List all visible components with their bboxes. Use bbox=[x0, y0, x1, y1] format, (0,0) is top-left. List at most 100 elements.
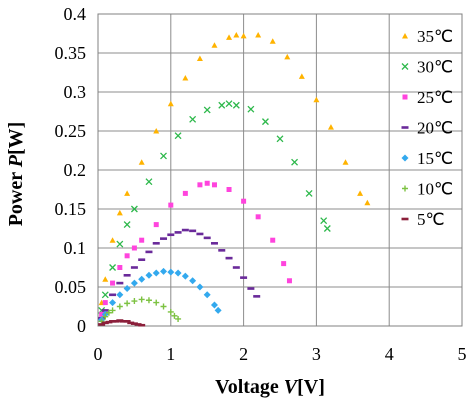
y-axis-title: Power P[W] bbox=[5, 122, 27, 227]
data-point bbox=[240, 32, 247, 39]
data-point bbox=[255, 32, 262, 38]
data-point bbox=[116, 240, 124, 248]
x-tick-label: 5 bbox=[458, 344, 467, 364]
y-tick-label: 0.15 bbox=[55, 199, 87, 219]
data-point bbox=[102, 300, 108, 306]
data-point bbox=[174, 269, 182, 277]
data-point bbox=[204, 180, 210, 186]
data-point bbox=[145, 297, 152, 304]
data-point bbox=[123, 274, 131, 277]
data-point bbox=[123, 221, 131, 229]
legend-label: 20℃ bbox=[417, 119, 453, 138]
y-axis-title-unit: [W] bbox=[5, 122, 27, 155]
data-point bbox=[342, 159, 349, 165]
data-point bbox=[241, 198, 247, 204]
legend-marker bbox=[402, 94, 408, 100]
data-point bbox=[364, 199, 371, 206]
data-point bbox=[281, 261, 287, 267]
legend-label: 10℃ bbox=[417, 180, 453, 199]
legend-item: 35℃ bbox=[402, 27, 453, 46]
data-point bbox=[101, 321, 109, 325]
data-point bbox=[313, 96, 320, 103]
data-point bbox=[145, 250, 153, 254]
data-point bbox=[167, 233, 175, 237]
data-point bbox=[305, 189, 313, 197]
data-point bbox=[247, 287, 255, 290]
data-point bbox=[124, 300, 131, 307]
data-point bbox=[138, 275, 146, 283]
series-3 bbox=[99, 180, 292, 317]
data-point bbox=[210, 242, 218, 245]
data-point bbox=[168, 202, 174, 208]
data-point bbox=[171, 312, 178, 319]
data-point bbox=[214, 306, 222, 314]
data-point bbox=[291, 158, 299, 166]
data-point bbox=[153, 128, 160, 134]
data-point bbox=[109, 307, 116, 314]
data-point bbox=[357, 190, 364, 196]
x-axis-title: Voltage V[V] bbox=[215, 376, 325, 398]
data-point bbox=[112, 320, 120, 323]
legend-label: 5℃ bbox=[417, 210, 445, 229]
series-2 bbox=[98, 100, 331, 314]
data-point bbox=[226, 34, 233, 40]
x-axis-title-pre: Voltage bbox=[215, 376, 284, 398]
data-point bbox=[139, 237, 145, 243]
data-point bbox=[123, 285, 131, 293]
data-point bbox=[233, 32, 240, 38]
data-point bbox=[269, 38, 276, 44]
data-point bbox=[109, 299, 117, 307]
legend-marker bbox=[402, 185, 408, 192]
data-point bbox=[211, 42, 218, 48]
data-point bbox=[99, 311, 105, 317]
data-point bbox=[130, 322, 138, 325]
legend-label: 25℃ bbox=[417, 88, 453, 107]
data-point bbox=[276, 135, 284, 143]
data-point bbox=[152, 242, 160, 245]
data-point bbox=[210, 301, 218, 309]
data-point bbox=[182, 74, 189, 81]
y-axis-title-pre: Power bbox=[5, 167, 27, 226]
data-point bbox=[203, 291, 211, 299]
data-point bbox=[174, 231, 182, 234]
data-point bbox=[189, 229, 197, 233]
legend-label: 30℃ bbox=[417, 58, 453, 77]
data-point bbox=[203, 236, 211, 240]
data-point bbox=[327, 124, 334, 130]
data-point bbox=[167, 268, 175, 276]
data-point bbox=[160, 152, 167, 160]
data-point bbox=[109, 264, 117, 271]
data-point bbox=[130, 279, 138, 287]
data-point bbox=[167, 308, 174, 315]
data-series bbox=[98, 32, 371, 327]
y-tick-label: 0.25 bbox=[55, 121, 87, 141]
legend-marker bbox=[402, 33, 408, 39]
data-point bbox=[131, 298, 138, 305]
data-point bbox=[105, 309, 112, 316]
x-tick-label: 2 bbox=[239, 344, 248, 364]
data-point bbox=[127, 321, 135, 325]
data-point bbox=[131, 245, 137, 251]
x-tick-label: 4 bbox=[385, 344, 394, 364]
legend-item: 10℃ bbox=[402, 180, 453, 199]
data-point bbox=[286, 278, 292, 284]
data-point bbox=[145, 271, 153, 279]
legend-label: 15℃ bbox=[417, 149, 453, 168]
legend-item: 5℃ bbox=[401, 210, 445, 229]
data-point bbox=[145, 178, 153, 186]
y-tick-label: 0.1 bbox=[64, 238, 87, 258]
data-point bbox=[116, 303, 123, 310]
data-point bbox=[130, 266, 138, 269]
data-point bbox=[116, 319, 124, 322]
data-point bbox=[109, 320, 117, 323]
data-point bbox=[284, 53, 291, 60]
data-point bbox=[124, 190, 131, 196]
y-tick-label: 0.35 bbox=[55, 43, 87, 63]
data-point bbox=[119, 320, 127, 323]
data-point bbox=[130, 205, 138, 213]
data-point bbox=[218, 249, 226, 252]
y-tick-label: 0 bbox=[77, 316, 86, 336]
legend-marker bbox=[401, 126, 409, 129]
data-point bbox=[189, 277, 197, 285]
